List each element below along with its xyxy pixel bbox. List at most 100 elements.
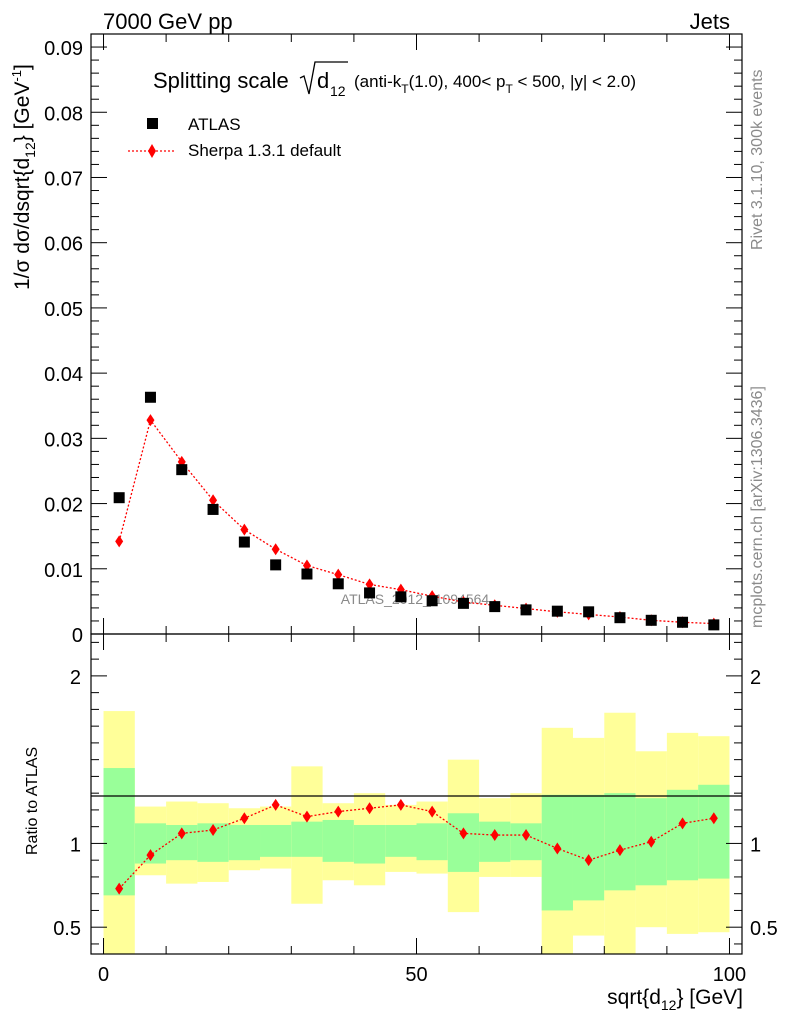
main-panel: 0 0.01 0.02 0.03 0.04 0.05 0.06 0.07 0.08 0.09 AT… xyxy=(44,33,743,647)
analysis-watermark: ATLAS_2012_I1094564 xyxy=(341,591,490,607)
y-tick-label: 0.03 xyxy=(44,429,83,451)
ratio-mc-point xyxy=(271,798,280,811)
energy-label: 7000 GeV pp xyxy=(103,9,233,34)
ratio-y-tick-label: 2 xyxy=(70,667,81,689)
data-point xyxy=(113,492,125,504)
data-point xyxy=(614,612,626,624)
ratio-mc-point xyxy=(396,798,405,811)
rivet-label: Rivet 3.1.10, 300k events xyxy=(749,69,766,250)
legend-atlas-marker xyxy=(147,118,158,129)
inner-band xyxy=(322,819,354,862)
title-symbol: d xyxy=(317,68,329,93)
inner-band xyxy=(103,768,135,896)
mc-point xyxy=(115,535,124,548)
ratio-mc-point xyxy=(678,817,687,830)
inner-band xyxy=(385,824,417,857)
category-label: Jets xyxy=(690,9,730,34)
inner-band xyxy=(416,823,448,861)
sqrt-symbol xyxy=(299,61,348,95)
ratio-panel: 0.5 0.5 1 1 2 2 0 50 100 xyxy=(53,633,778,986)
inner-band xyxy=(698,784,730,879)
data-point xyxy=(457,597,469,609)
data-point xyxy=(332,578,344,590)
data-point xyxy=(645,614,657,626)
inner-band xyxy=(228,824,261,861)
inner-band xyxy=(666,789,699,881)
ratio-series xyxy=(115,798,718,895)
ratio-mc-point xyxy=(709,812,718,825)
ratio-mc-point xyxy=(490,829,499,842)
data-point xyxy=(176,464,188,476)
legend-sherpa-label: Sherpa 1.3.1 default xyxy=(188,141,341,160)
data-point xyxy=(364,587,376,599)
y-tick-label: 0.08 xyxy=(44,103,83,125)
ratio-mc-point xyxy=(302,810,311,823)
data-point xyxy=(301,568,313,580)
ratio-y-tick-label: 0.5 xyxy=(53,918,81,940)
ratio-y-tick-label-right: 1 xyxy=(750,834,761,856)
main-y-ticks: 0 0.01 0.02 0.03 0.04 0.05 0.06 0.07 0.08 0.09 xyxy=(44,38,742,647)
mc-point xyxy=(146,414,155,427)
ratio-mc-point xyxy=(459,827,468,840)
ratio-y-tick-label-right: 2 xyxy=(750,667,761,689)
title-prefix: Splitting scale xyxy=(153,68,289,93)
ratio-mc-point xyxy=(647,835,656,848)
ratio-mc-point xyxy=(240,812,249,825)
inner-band xyxy=(291,821,323,857)
ratio-y-tick-label-right: 0.5 xyxy=(750,918,778,940)
ratio-mc-point xyxy=(146,849,155,862)
ratio-mc-point xyxy=(365,802,374,815)
ratio-mc-line xyxy=(118,804,714,890)
ratio-mc-point xyxy=(584,854,593,867)
ratio-y-tick-label: 1 xyxy=(70,834,81,856)
x-tick-label: 50 xyxy=(405,964,427,986)
y-tick-label: 0.05 xyxy=(44,299,83,321)
ratio-mc-point xyxy=(334,805,343,818)
ratio-mc-point xyxy=(428,805,437,818)
inner-band xyxy=(510,823,542,861)
y-tick-label: 0.07 xyxy=(44,168,83,190)
inner-band xyxy=(479,821,511,862)
data-point xyxy=(551,605,563,617)
ratio-mc-point xyxy=(615,844,624,857)
y-tick-label: 0.04 xyxy=(44,364,83,386)
x-tick-label: 0 xyxy=(98,964,109,986)
data-point xyxy=(708,619,720,631)
main-x-ticks xyxy=(103,34,730,634)
mc-point xyxy=(334,568,343,581)
ratio-mc-point xyxy=(522,829,531,842)
ratio-axis-label: Ratio to ATLAS xyxy=(24,747,41,855)
mc-point xyxy=(240,523,249,536)
mcplots-label: mcplots.cern.ch [arXiv:1306.3436] xyxy=(749,386,766,628)
inner-band xyxy=(260,824,292,857)
legend-atlas-label: ATLAS xyxy=(188,115,241,134)
x-tick-label: 100 xyxy=(713,964,746,986)
ratio-y-ticks: 0.5 0.5 1 1 2 2 xyxy=(53,641,778,945)
title-symbol-sub: 12 xyxy=(330,83,346,99)
x-axis-label: sqrt{d12} [GeV] xyxy=(607,986,743,1013)
plot-title: Splitting scale d 12 (anti-kT(1.0), 400<… xyxy=(153,61,636,99)
y-tick-label: 0.09 xyxy=(44,38,83,60)
data-point xyxy=(520,604,532,616)
data-point xyxy=(489,601,501,613)
y-tick-label: 0.01 xyxy=(44,560,83,582)
y-tick-label: 0.02 xyxy=(44,495,83,517)
title-details: (anti-kT(1.0), 400< pT < 500, |y| < 2.0) xyxy=(354,72,636,96)
data-point xyxy=(238,536,250,548)
y-tick-label: 0 xyxy=(72,625,83,647)
ratio-mc-point xyxy=(553,842,562,855)
ratio-bands xyxy=(103,711,730,954)
data-point xyxy=(270,559,282,571)
y-tick-label: 0.06 xyxy=(44,234,83,256)
data-series xyxy=(113,391,720,631)
ratio-x-ticks: 0 50 100 xyxy=(98,634,746,986)
data-point xyxy=(426,595,438,607)
data-point xyxy=(395,591,407,603)
ratio-mc-point xyxy=(115,882,124,895)
inner-band xyxy=(604,793,636,891)
mc-point xyxy=(271,543,280,556)
data-point xyxy=(677,616,689,628)
data-point xyxy=(144,391,156,403)
inner-band xyxy=(447,813,480,872)
